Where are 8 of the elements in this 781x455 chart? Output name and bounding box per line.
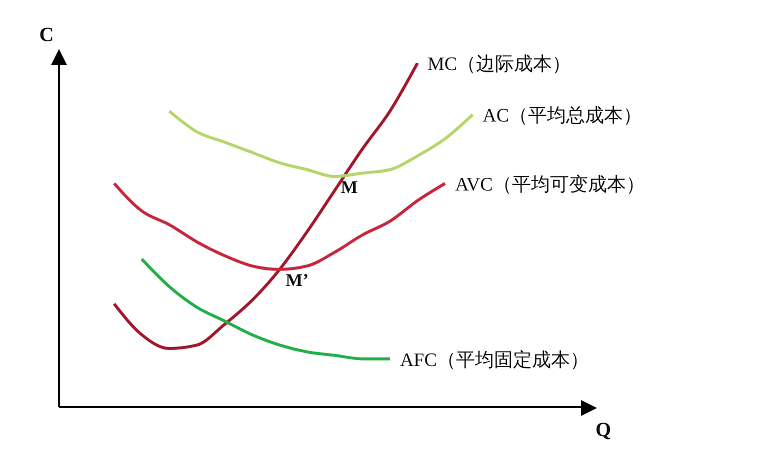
series-label: AFC（平均固定成本） <box>400 348 589 371</box>
x-axis-title: Q <box>595 419 611 441</box>
series-label: MC（边际成本） <box>428 54 572 75</box>
annotation: M <box>340 177 358 198</box>
series-label: AC（平均总成本） <box>482 106 642 127</box>
annotation: M’ <box>286 270 309 290</box>
series-label: AVC（平均可变成本） <box>455 173 645 196</box>
y-axis-title: C <box>39 24 54 46</box>
